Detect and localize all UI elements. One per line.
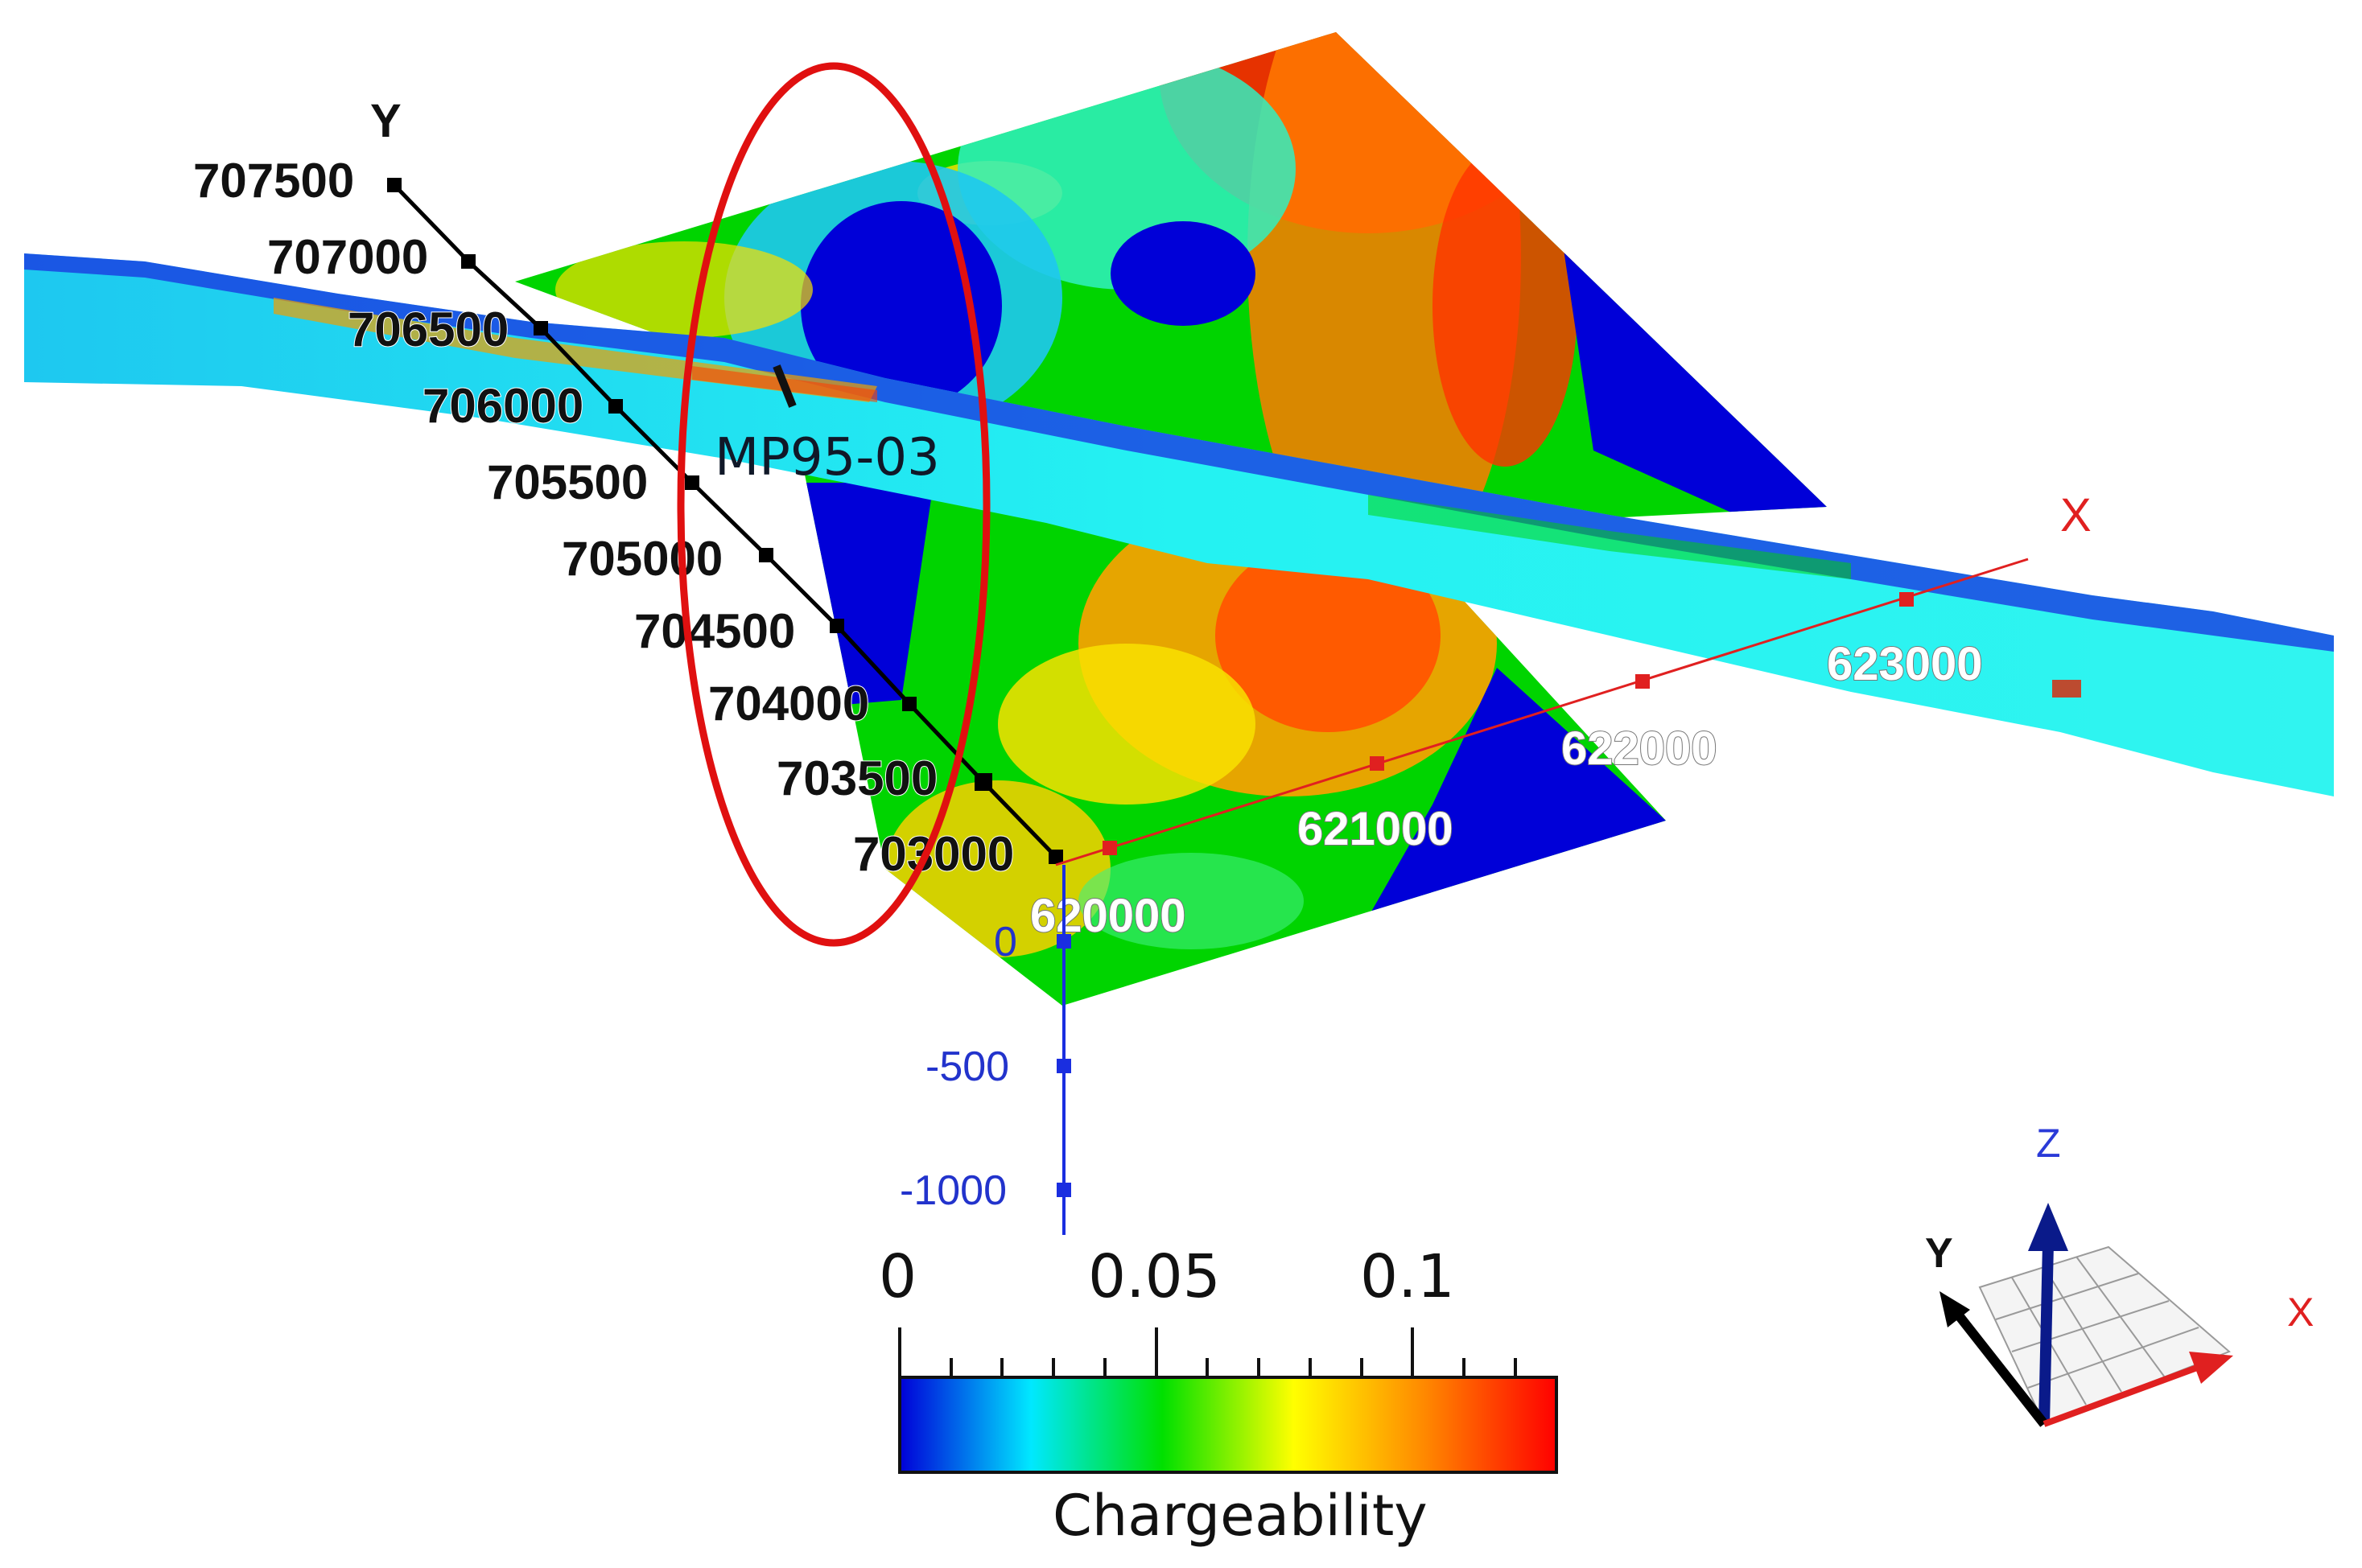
- legend-tick-label: 0: [879, 1242, 917, 1311]
- y-axis: Y 707500 707000 706500 706000 705500 705…: [192, 95, 1063, 882]
- z-tick-label: -500: [925, 1043, 1009, 1090]
- orientation-indicator: Z Y X: [1925, 1121, 2314, 1427]
- y-tick-label: 705000: [562, 532, 723, 586]
- legend-color-bar: [898, 1376, 1558, 1474]
- x-tick-label: 620000: [1030, 890, 1186, 942]
- y-axis-markers: [387, 178, 1063, 864]
- y-tick-label: 705500: [487, 455, 648, 509]
- highlight-ellipse: [677, 62, 991, 947]
- legend-tick-label: 0.1: [1360, 1242, 1455, 1311]
- legend-tick-label: 0.05: [1088, 1242, 1221, 1311]
- x-tick-label: 623000: [1827, 638, 1983, 690]
- well-label: MP95-03: [715, 428, 940, 488]
- orientation-z-label: Z: [2036, 1121, 2061, 1166]
- y-tick-label: 704500: [634, 604, 795, 658]
- x-tick-label: 622000: [1561, 722, 1717, 775]
- y-axis-letter: Y: [370, 95, 402, 147]
- legend-ruler: [898, 1327, 1517, 1377]
- x-tick-label: 621000: [1297, 803, 1453, 855]
- x-axis: X 620000 621000 622000 623000: [1029, 489, 2092, 943]
- z-tick-label: -1000: [900, 1167, 1007, 1214]
- legend-title: Chargeability: [1053, 1483, 1428, 1549]
- orientation-y-label: Y: [1925, 1230, 1953, 1277]
- y-tick-label: 707500: [193, 154, 354, 208]
- y-arrow-icon: [1939, 1291, 1970, 1327]
- z-tick-label: 0: [994, 919, 1017, 965]
- y-tick-label: 707000: [267, 230, 428, 284]
- z-axis: 0 -500 -1000: [900, 865, 1071, 1235]
- y-tick-label: 704000: [708, 677, 869, 730]
- y-tick-label: 703500: [777, 751, 938, 805]
- z-arrow-icon: [2028, 1203, 2068, 1251]
- lower-chargeability-slice: [805, 475, 1666, 1006]
- orientation-x-label: X: [2287, 1290, 2314, 1335]
- y-tick-label: 706000: [423, 379, 583, 433]
- x-axis-letter: X: [2060, 489, 2092, 541]
- well-trace-mp95-03: [773, 364, 797, 408]
- chargeability-legend: 0 0.05 0.1 Chargeability: [879, 1242, 1558, 1549]
- y-tick-label: 706500: [348, 302, 509, 356]
- x-arrow-icon: [2189, 1352, 2233, 1384]
